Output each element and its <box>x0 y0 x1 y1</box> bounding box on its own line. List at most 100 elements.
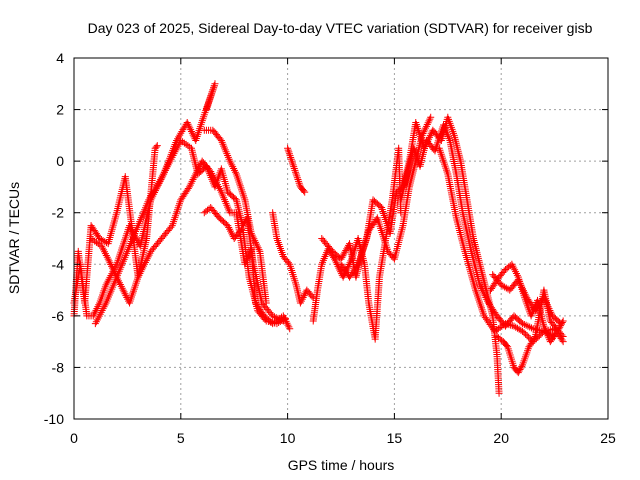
plus-marker <box>270 313 278 321</box>
plus-marker <box>541 296 549 304</box>
plus-marker <box>89 236 97 244</box>
plus-marker <box>153 142 161 150</box>
plus-marker <box>483 295 491 303</box>
plus-marker <box>184 142 192 150</box>
plus-marker <box>202 106 210 114</box>
plus-marker <box>559 332 567 340</box>
plus-marker <box>147 192 155 200</box>
plus-marker <box>148 190 156 198</box>
plus-marker <box>262 299 270 307</box>
plus-marker <box>280 315 288 323</box>
plus-marker <box>505 321 513 329</box>
plus-marker <box>525 333 533 341</box>
plus-marker <box>427 113 435 121</box>
y-tick-label: 2 <box>56 102 64 118</box>
plus-marker <box>479 288 487 296</box>
plus-marker <box>107 261 115 269</box>
y-axis-label: SDTVAR / TECUs <box>6 182 22 294</box>
y-tick-label: -4 <box>52 256 65 272</box>
plus-marker <box>514 369 522 377</box>
plus-marker <box>500 267 508 275</box>
series-track <box>91 137 287 328</box>
plus-marker <box>518 362 526 370</box>
plus-marker <box>520 320 528 328</box>
chart-title: Day 023 of 2025, Sidereal Day-to-day VTE… <box>88 20 593 36</box>
plus-marker <box>424 119 432 127</box>
plus-marker <box>477 283 485 291</box>
plus-marker <box>87 235 95 242</box>
plus-marker <box>482 294 490 302</box>
plus-marker <box>517 281 525 289</box>
plus-marker <box>519 327 527 335</box>
plus-marker <box>422 122 430 130</box>
plus-marker <box>545 305 553 313</box>
plus-marker <box>421 126 429 134</box>
plus-marker <box>493 326 501 334</box>
plus-marker <box>476 281 484 289</box>
plus-marker <box>496 323 504 331</box>
plus-marker <box>522 330 530 338</box>
plus-marker <box>425 117 433 125</box>
y-tick-label: 0 <box>56 153 64 169</box>
plus-marker <box>516 365 524 373</box>
plus-marker <box>253 242 261 250</box>
plus-marker <box>281 314 289 322</box>
plus-marker <box>154 180 162 188</box>
plus-marker <box>149 189 157 197</box>
plus-marker <box>180 139 188 147</box>
plus-marker <box>517 364 525 372</box>
plus-marker <box>184 120 192 128</box>
plus-marker <box>519 287 527 295</box>
plus-marker <box>177 129 185 137</box>
plus-marker <box>522 321 530 329</box>
plus-marker <box>153 181 161 189</box>
plus-marker <box>186 124 194 132</box>
plus-marker <box>151 185 159 193</box>
plus-marker <box>530 334 538 342</box>
plus-marker <box>272 314 280 322</box>
plus-marker <box>426 132 434 140</box>
plus-marker <box>145 196 153 204</box>
plus-marker <box>503 342 511 350</box>
plus-marker <box>255 246 263 254</box>
plus-marker <box>503 320 511 328</box>
plus-marker <box>515 278 523 286</box>
plus-marker <box>535 332 543 340</box>
y-tick-label: -2 <box>52 205 65 221</box>
series-track <box>200 126 270 307</box>
series-track <box>269 209 317 307</box>
series-track <box>200 204 289 328</box>
plus-marker <box>187 126 195 134</box>
plus-marker <box>332 259 340 267</box>
plus-marker <box>152 183 160 191</box>
plus-marker <box>248 231 256 239</box>
plus-marker <box>518 283 526 291</box>
plus-marker <box>557 320 565 328</box>
plus-marker <box>108 264 116 272</box>
plus-marker <box>339 273 347 281</box>
plus-marker <box>498 322 506 330</box>
plus-marker <box>524 322 532 330</box>
plus-marker <box>508 322 516 330</box>
plus-marker <box>167 223 175 231</box>
plus-marker <box>286 325 294 333</box>
plus-marker <box>495 389 503 397</box>
plus-marker <box>104 255 112 263</box>
x-tick-label: 15 <box>387 430 403 446</box>
plus-marker <box>422 124 430 132</box>
plus-marker <box>423 121 431 129</box>
x-tick-label: 5 <box>177 430 185 446</box>
plus-marker <box>542 297 550 305</box>
plus-marker <box>251 237 259 245</box>
plus-marker <box>519 320 527 328</box>
plus-marker <box>331 255 339 263</box>
plus-marker <box>300 187 308 195</box>
plus-marker <box>547 308 555 316</box>
plus-marker <box>152 143 160 151</box>
plus-marker <box>178 127 186 135</box>
plus-marker <box>284 259 292 267</box>
plus-marker <box>420 128 428 136</box>
plus-marker <box>269 312 277 320</box>
plus-marker <box>177 137 185 145</box>
